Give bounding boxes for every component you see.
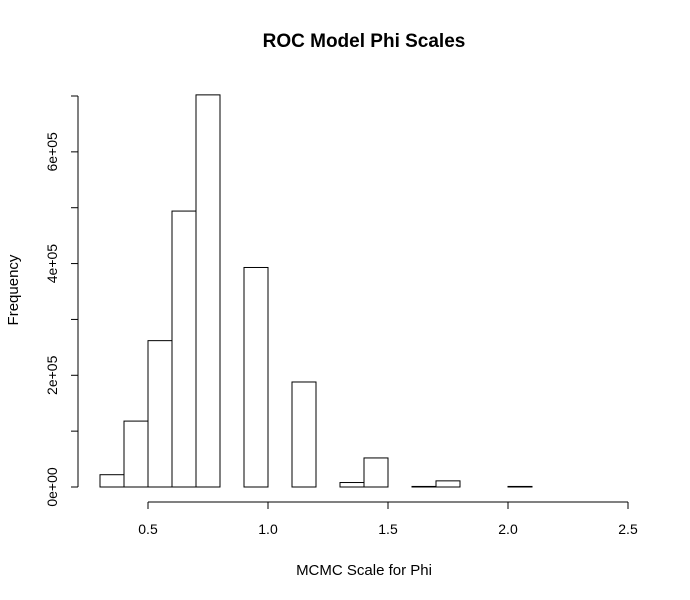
histogram-bar-4 bbox=[195, 94, 221, 488]
histogram-bar-17 bbox=[507, 485, 533, 488]
histogram-bar-6 bbox=[243, 266, 269, 488]
y-axis-label: Frequency bbox=[5, 254, 22, 325]
y-tick-label: 0e+00 bbox=[44, 467, 60, 507]
y-tick-label: 2e+05 bbox=[44, 355, 60, 395]
x-tick-label: 0.5 bbox=[138, 521, 158, 537]
y-axis: 0e+00 2e+05 4e+05 6e+05 bbox=[44, 95, 79, 507]
histogram-bar-10 bbox=[339, 482, 365, 488]
histogram-bar-2 bbox=[147, 340, 173, 488]
bars-group bbox=[99, 94, 533, 488]
histogram-bar-13 bbox=[411, 485, 437, 488]
histogram-bar-0 bbox=[99, 474, 125, 488]
histogram-bar-11 bbox=[363, 457, 389, 488]
x-tick-label: 1.5 bbox=[378, 521, 398, 537]
y-tick-label: 4e+05 bbox=[44, 244, 60, 284]
histogram-bar-14 bbox=[435, 480, 461, 488]
x-axis-label: MCMC Scale for Phi bbox=[296, 562, 432, 579]
x-axis: 0.5 1.0 1.5 2.0 2.5 bbox=[138, 501, 638, 537]
x-tick-label: 2.5 bbox=[618, 521, 638, 537]
x-tick-label: 1.0 bbox=[258, 521, 278, 537]
histogram-bar-1 bbox=[123, 420, 149, 488]
histogram-bar-3 bbox=[171, 210, 197, 488]
histogram-bar-8 bbox=[291, 381, 317, 488]
chart-title: ROC Model Phi Scales bbox=[263, 31, 466, 52]
y-tick-label: 6e+05 bbox=[44, 132, 60, 172]
x-tick-label: 2.0 bbox=[498, 521, 518, 537]
